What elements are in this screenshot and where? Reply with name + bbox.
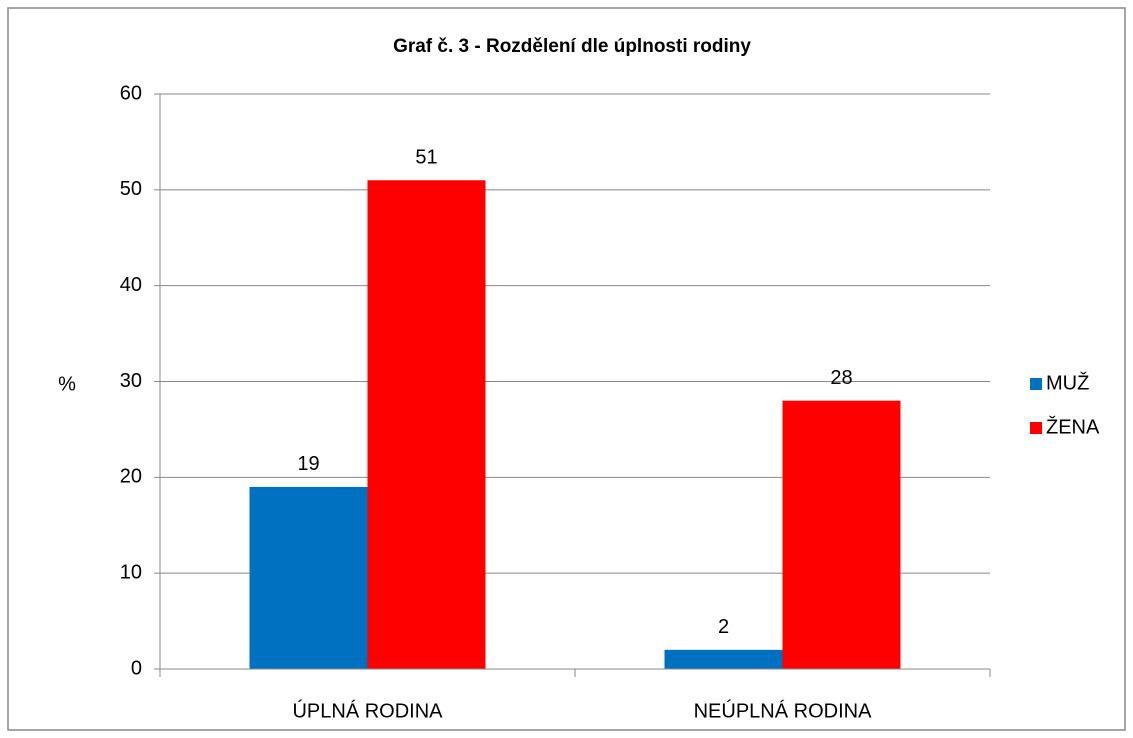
legend-label: MUŽ [1046,371,1089,394]
legend-swatch [1030,378,1042,390]
x-tick-label: NEÚPLNÁ RODINA [694,699,872,722]
bar [367,180,486,669]
data-label: 51 [415,147,437,169]
chart-title: Graf č. 3 - Rozdělení dle úplnosti rodin… [393,36,751,57]
y-tick-label: 20 [120,466,142,488]
y-tick-label: 10 [120,561,142,583]
y-tick-label: 30 [120,370,142,392]
y-axis-label: % [58,373,76,395]
data-label: 28 [830,367,852,389]
legend-label: ŽENA [1046,415,1100,438]
legend-swatch [1030,422,1042,434]
x-tick-label: ÚPLNÁ RODINA [292,699,443,722]
bar [782,400,901,669]
bar [664,649,783,669]
data-label: 2 [718,616,729,638]
data-label: 19 [297,453,319,475]
y-tick-label: 0 [131,657,142,679]
y-tick-label: 60 [120,82,142,104]
y-tick-label: 50 [120,178,142,200]
chart-frame [7,7,1126,731]
bar [249,486,368,669]
y-tick-label: 40 [120,274,142,296]
